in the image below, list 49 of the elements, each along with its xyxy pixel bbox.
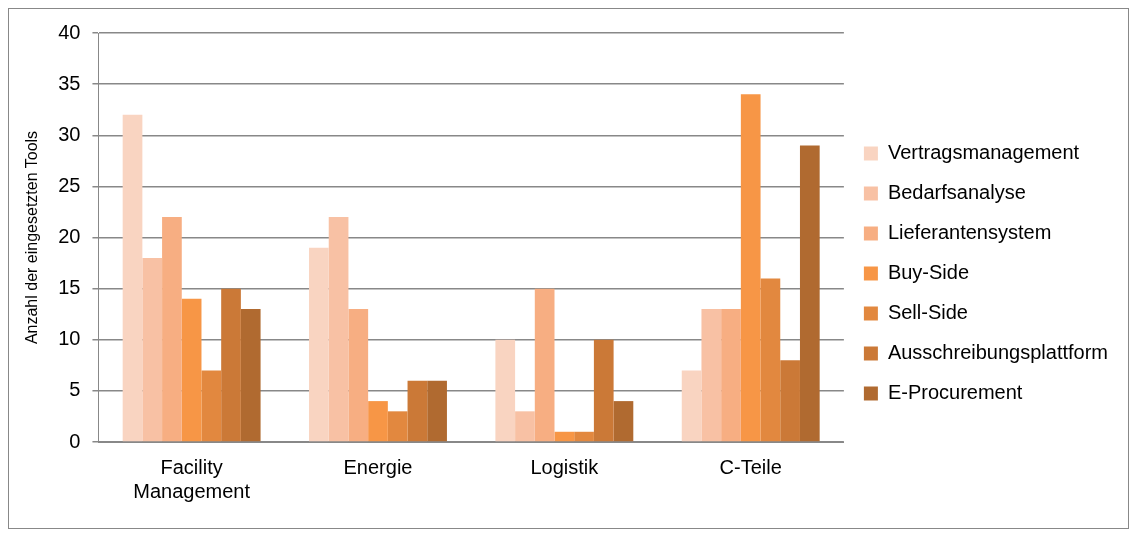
y-tick-label: 35 — [58, 71, 81, 94]
bar — [201, 370, 222, 442]
bar — [387, 411, 408, 442]
legend-label: Sell-Side — [887, 301, 968, 324]
y-tick-label: 25 — [58, 173, 81, 196]
y-tick-label: 0 — [69, 429, 81, 452]
x-tick-label: Energie — [343, 455, 413, 478]
y-tick-label: 10 — [58, 327, 81, 350]
bar — [574, 431, 594, 442]
y-tick-label: 5 — [69, 378, 81, 401]
bar — [760, 278, 781, 442]
bar — [554, 431, 575, 442]
legend-label: Bedarfsanalyse — [887, 181, 1026, 204]
bar — [593, 339, 614, 442]
bar — [613, 401, 634, 442]
bar — [534, 288, 555, 442]
legend-label: Lieferantensystem — [887, 221, 1052, 244]
bar — [368, 401, 388, 442]
y-tick-label: 15 — [58, 276, 81, 299]
legend-label: Vertragsmanagement — [887, 141, 1080, 164]
bar — [221, 288, 241, 442]
legend-label: Buy-Side — [887, 261, 970, 284]
bar — [495, 339, 516, 442]
bar — [142, 257, 163, 442]
x-tick-label: Logistik — [530, 455, 600, 478]
bar — [181, 298, 202, 442]
bar — [328, 217, 349, 442]
bar — [122, 114, 143, 442]
y-axis-title: Anzahl der eingesetzten Tools — [23, 130, 41, 345]
bar — [681, 370, 702, 442]
bar — [309, 247, 329, 442]
bar — [407, 380, 428, 442]
bar — [240, 309, 261, 442]
bar — [427, 380, 447, 442]
y-tick-label: 30 — [58, 122, 81, 145]
y-tick-label: 20 — [58, 225, 81, 248]
bar — [721, 309, 741, 442]
x-tick-label: C-Teile — [719, 455, 782, 478]
bar — [348, 309, 369, 442]
legend-label: Ausschreibungsplattform — [887, 341, 1108, 364]
bar — [162, 217, 182, 442]
y-tick-label: 40 — [58, 20, 81, 43]
bar — [701, 309, 722, 442]
legend-label: E-Procurement — [887, 381, 1023, 404]
x-tick-label: Facility Management — [133, 455, 251, 502]
bar — [780, 360, 800, 442]
bar — [515, 411, 535, 442]
bar — [740, 94, 761, 442]
bar — [799, 145, 820, 442]
